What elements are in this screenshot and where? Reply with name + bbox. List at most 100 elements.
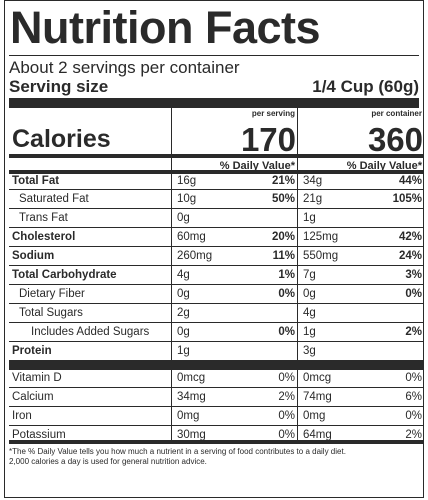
vitamins-row: Vitamin D 0mcg 0% 0mcg 0%	[9, 360, 423, 387]
nutrient-name: Sodium	[9, 246, 172, 265]
per-serving-cell: 30mg 0%	[172, 425, 298, 444]
amount-per-serving: 0mcg	[177, 372, 206, 384]
per-container-cell: 21g 105%	[298, 189, 423, 208]
per-serving-header: per serving	[251, 109, 295, 118]
per-container-cell: 3g	[298, 341, 423, 360]
pct-per-container: 6%	[405, 391, 422, 403]
pct-per-serving: 0%	[278, 410, 295, 422]
pct-per-serving: 0%	[278, 326, 295, 338]
nutrients-row: Cholesterol 60mg 20% 125mg 42%	[9, 227, 423, 246]
amount-per-serving: 0mg	[177, 410, 200, 422]
label-title: Nutrition Facts	[10, 2, 321, 53]
calories-label: Calories	[12, 125, 111, 153]
per-container-cell: 7g 3%	[298, 265, 423, 284]
servings-per-container: About 2 servings per container	[9, 58, 240, 77]
per-serving-cell: 0g 0%	[172, 284, 298, 303]
amount-per-container: 74mg	[303, 391, 332, 403]
amount-per-serving: 30mg	[177, 429, 206, 441]
amount-per-container: 0g	[303, 288, 316, 300]
per-container-cell: 0g 0%	[298, 284, 423, 303]
amount-per-serving: 4g	[177, 269, 190, 281]
pct-per-container: 24%	[398, 250, 422, 262]
nutrients-row: Dietary Fiber 0g 0% 0g 0%	[9, 284, 423, 303]
per-container-cell: 34g 44%	[298, 170, 423, 189]
per-serving-cell: 34mg 2%	[172, 387, 298, 406]
amount-per-serving: 0g	[177, 212, 190, 224]
calories-per-serving-cell: per serving 170	[172, 108, 298, 158]
per-container-header: per container	[371, 109, 422, 118]
nutrition-facts-label: Nutrition Facts About 2 servings per con…	[4, 0, 424, 498]
footnote-line-1: *The % Daily Value tells you how much a …	[9, 447, 346, 456]
per-serving-cell: 2g	[172, 303, 298, 322]
per-serving-cell: 10g 50%	[172, 189, 298, 208]
per-container-cell: 74mg 6%	[298, 387, 423, 406]
per-container-cell: 4g	[298, 303, 423, 322]
serving-divider	[9, 98, 419, 108]
pct-per-serving: 0%	[278, 288, 295, 300]
amount-per-serving: 260mg	[177, 250, 213, 262]
amount-per-container: 0mg	[303, 410, 326, 422]
pct-per-container: 0%	[405, 372, 422, 384]
amount-per-serving: 2g	[177, 307, 190, 319]
nutrients-row: Protein 1g 3g	[9, 341, 423, 360]
pct-per-serving: 2%	[278, 391, 295, 403]
nutrient-name: Includes Added Sugars	[9, 322, 172, 341]
per-serving-cell: 16g 21%	[172, 170, 298, 189]
nutrient-rows: Total Fat 16g 21% 34g 44% Saturated Fat 10g 50%…	[9, 170, 423, 360]
nutrient-name: Total Carbohydrate	[9, 265, 172, 284]
pct-per-container: 0%	[405, 410, 422, 422]
calories-per-container: 360	[367, 121, 423, 158]
nutrient-name: Protein	[9, 341, 172, 360]
pct-per-container: 2%	[405, 326, 422, 338]
vitamins-row: Calcium 34mg 2% 74mg 6%	[9, 387, 423, 406]
title-divider	[9, 55, 419, 56]
amount-per-container: 550mg	[303, 250, 339, 262]
amount-per-container: 0mcg	[303, 372, 332, 384]
amount-per-container: 21g	[303, 193, 323, 205]
vitamin-rows: Vitamin D 0mcg 0% 0mcg 0% Calcium 34mg 2% 74mg 6%…	[9, 360, 423, 444]
pct-per-container: 0%	[405, 288, 422, 300]
amount-per-serving: 16g	[177, 175, 197, 187]
pct-per-serving: 0%	[278, 372, 295, 384]
nutrients-row: Sodium 260mg 11% 550mg 24%	[9, 246, 423, 265]
per-container-cell: 125mg 42%	[298, 227, 423, 246]
amount-per-container: 7g	[303, 269, 316, 281]
pct-per-container: 2%	[405, 429, 422, 441]
amount-per-container: 4g	[303, 307, 316, 319]
nutrients-row: Total Sugars 2g 4g	[9, 303, 423, 322]
amount-per-serving: 34mg	[177, 391, 206, 403]
per-container-cell: 1g	[298, 208, 423, 227]
daily-value-spacer	[9, 154, 172, 170]
nutrient-name: Total Sugars	[9, 303, 172, 322]
amount-per-container: 125mg	[303, 231, 339, 243]
per-container-cell: 0mcg 0%	[298, 360, 423, 387]
nutrient-name: Vitamin D	[9, 360, 172, 387]
per-container-cell: 64mg 2%	[298, 425, 423, 444]
nutrients-row: Total Carbohydrate 4g 1% 7g 3%	[9, 265, 423, 284]
serving-size-label: Serving size	[9, 77, 109, 96]
amount-per-serving: 10g	[177, 193, 197, 205]
amount-per-serving: 0g	[177, 288, 190, 300]
amount-per-container: 64mg	[303, 429, 332, 441]
pct-per-container: 44%	[398, 175, 422, 187]
amount-per-serving: 0g	[177, 326, 190, 338]
amount-per-container: 1g	[303, 326, 316, 338]
pct-per-serving: 11%	[272, 250, 295, 262]
amount-per-container: 1g	[303, 212, 316, 224]
footnote-line-2: 2,000 calories a day is used for general…	[9, 457, 207, 466]
serving-size-value: 1/4 Cup (60g)	[312, 77, 419, 96]
amount-per-container: 34g	[303, 175, 323, 187]
daily-value-header-container: % Daily Value*	[298, 154, 423, 172]
pct-per-container: 3%	[405, 269, 422, 281]
amount-per-serving: 1g	[177, 345, 190, 357]
serving-size-row: Serving size 1/4 Cup (60g)	[9, 77, 419, 96]
pct-per-serving: 50%	[271, 193, 295, 205]
nutrients-row: Trans Fat 0g 1g	[9, 208, 423, 227]
per-serving-cell: 0g	[172, 208, 298, 227]
pct-per-container: 105%	[392, 193, 422, 205]
per-serving-cell: 1g	[172, 341, 298, 360]
nutrient-name: Total Fat	[9, 170, 172, 189]
nutrient-table: Calories per serving 170 per container 3…	[9, 108, 423, 158]
per-container-cell: 0mg 0%	[298, 406, 423, 425]
nutrient-name: Dietary Fiber	[9, 284, 172, 303]
